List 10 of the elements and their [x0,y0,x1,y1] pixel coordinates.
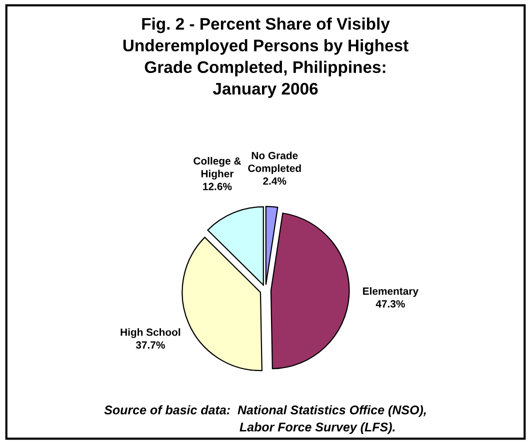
source-note: Source of basic data: National Statistics Office (NSO), Labor Force Survey (LFS). [104,405,426,434]
chart-title: Fig. 2 - Percent Share of Visibly Underemployed Persons by Highest Grade Completed, Philippines: January 2006 [123,18,408,98]
slice-label: No Grade Completed [248,152,301,174]
data-label: 47.3% [376,300,405,308]
slice-label: Elementary [363,287,418,297]
data-label: 37.7% [136,341,165,349]
slice-label: College & Higher [194,156,241,180]
slice-label: High School [120,328,180,338]
data-label: 12.6% [203,182,232,190]
data-label: 2.4% [263,177,286,185]
